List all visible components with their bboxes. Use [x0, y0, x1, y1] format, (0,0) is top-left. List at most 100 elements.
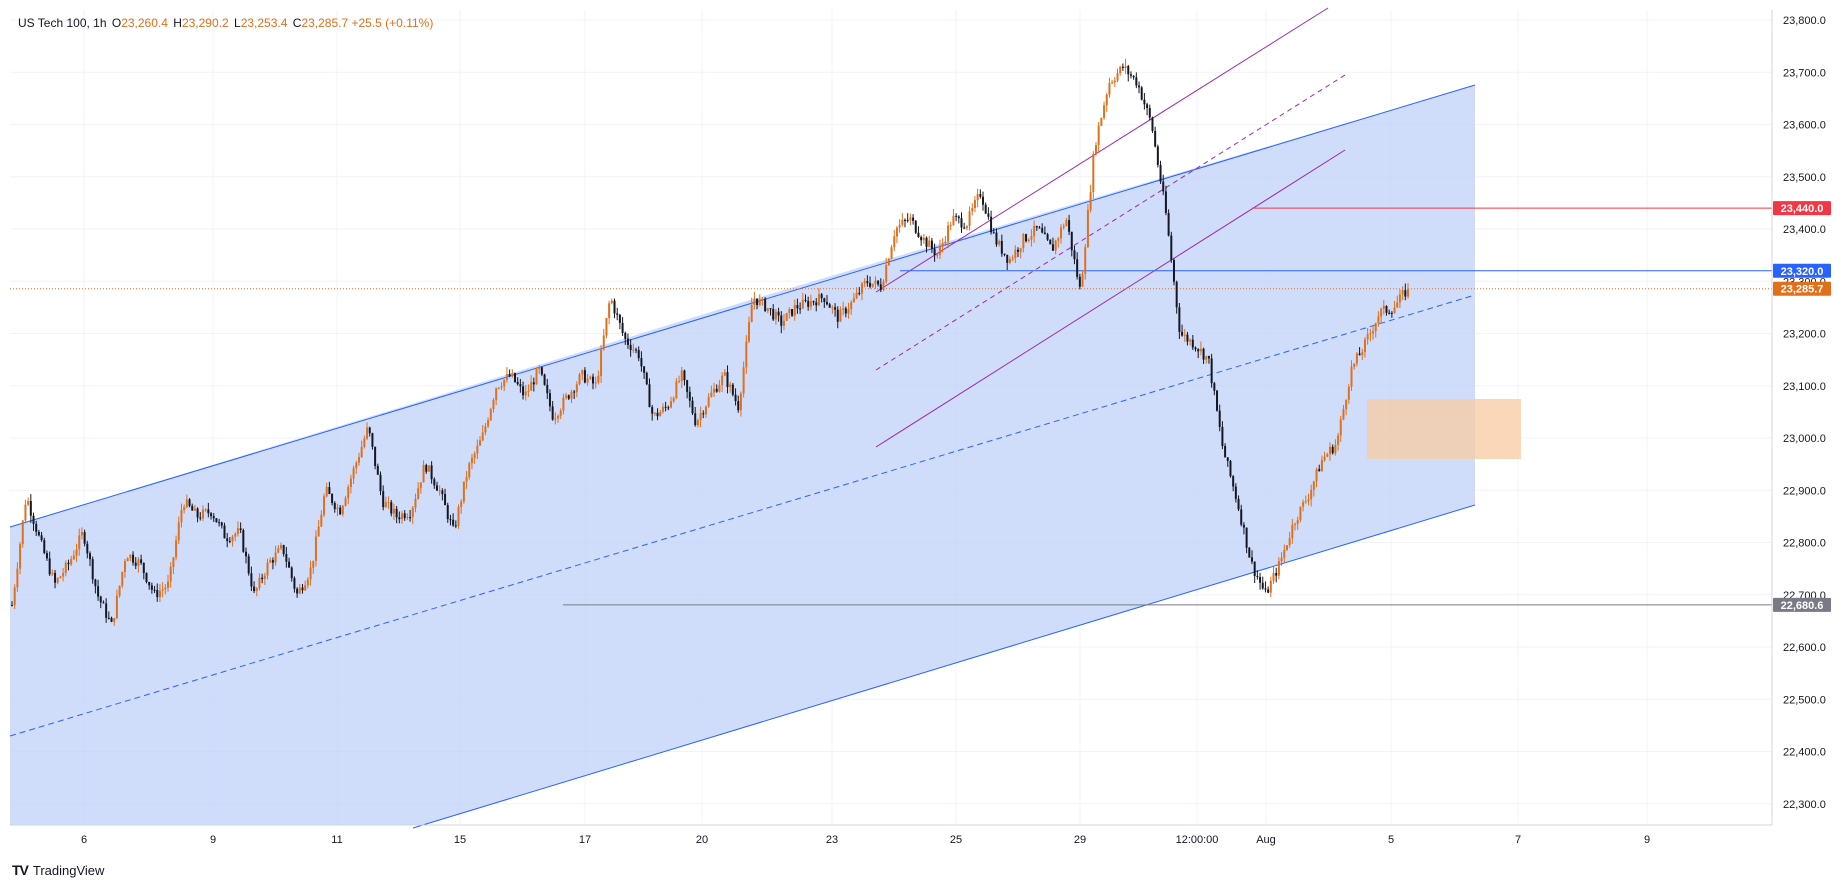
candle-body: [417, 488, 420, 499]
candle-body: [1269, 580, 1272, 593]
candle-body: [602, 335, 605, 350]
candle-body: [347, 486, 350, 499]
candle-body: [691, 400, 694, 414]
candle-body: [1175, 281, 1178, 308]
time-axis[interactable]: 6 9 11 15 17 20 23 25 29 12:00:00 Aug 5 7 9: [81, 834, 1650, 846]
candle-body: [67, 562, 70, 565]
candle-body: [118, 585, 121, 596]
candle-body: [360, 446, 363, 458]
candle-body: [368, 427, 371, 434]
price-level-tags: 23,440.0 23,320.0 23,285.7 22,680.6: [1773, 201, 1831, 612]
candle-body: [672, 397, 675, 402]
candle-body: [158, 590, 161, 598]
candle-body: [387, 502, 390, 504]
price-tick-label: 22,600.0: [1783, 642, 1826, 654]
candle-body: [1337, 435, 1340, 446]
candle-body: [901, 219, 904, 225]
candle-body: [1186, 334, 1189, 342]
candle-body: [785, 313, 788, 321]
high-label: H: [173, 16, 182, 30]
candle-body: [1307, 499, 1310, 502]
candle-body: [567, 395, 570, 399]
candle-body: [1407, 288, 1409, 297]
time-tick-label: 6: [81, 834, 87, 846]
candle-body: [91, 559, 94, 580]
candle-body: [871, 283, 874, 287]
candle-body: [24, 504, 27, 521]
candle-body: [1078, 276, 1081, 287]
candle-body: [1331, 446, 1334, 454]
candle-body: [605, 317, 608, 336]
candle-body: [968, 211, 971, 226]
time-tick-label: 29: [1074, 834, 1086, 846]
candle-body: [855, 292, 858, 299]
time-tick-label: 17: [579, 834, 591, 846]
candle-body: [245, 551, 248, 557]
tradingview-brand[interactable]: TV TradingView: [12, 862, 104, 878]
candle-body: [1041, 228, 1044, 233]
candle-body: [995, 232, 998, 245]
candle-body: [804, 299, 807, 301]
candle-body: [1022, 234, 1025, 249]
candle-body: [1049, 239, 1052, 245]
candle-body: [454, 525, 457, 527]
candle-body: [893, 236, 896, 248]
candle-body: [1062, 226, 1065, 228]
candle-body: [489, 409, 492, 420]
candle-body: [1267, 589, 1270, 593]
candle-body: [1326, 454, 1329, 457]
candle-body: [987, 213, 990, 217]
candle-body: [1097, 125, 1100, 146]
candle-body: [1339, 419, 1342, 436]
candle-body: [333, 503, 336, 510]
candle-body: [557, 415, 560, 419]
candle-body: [731, 384, 734, 395]
candle-body: [132, 554, 135, 563]
candle-body: [1280, 557, 1283, 562]
candle-body: [834, 307, 837, 310]
candle-body: [659, 411, 662, 417]
candle-body: [788, 309, 791, 314]
candle-body: [62, 573, 65, 577]
candle-body: [218, 522, 221, 524]
candle-body: [1183, 334, 1186, 336]
candle-body: [1092, 153, 1095, 193]
candle-body: [1234, 486, 1237, 499]
candle-body: [253, 586, 256, 592]
price-axis[interactable]: 23,800.0 23,700.0 23,600.0 23,500.0 23,400.0…: [1783, 15, 1826, 811]
candle-body: [121, 571, 124, 586]
candle-body: [282, 545, 285, 555]
candle-body: [982, 196, 985, 205]
candle-body: [1178, 307, 1181, 332]
candle-body: [110, 617, 113, 622]
candle-body: [1094, 145, 1097, 154]
candle-body: [1221, 426, 1224, 447]
candle-body: [723, 372, 726, 376]
candle-body: [175, 540, 178, 558]
candle-body: [481, 432, 484, 441]
candle-body: [1172, 260, 1175, 282]
candle-body: [1275, 572, 1278, 576]
candle-body: [742, 367, 745, 394]
candle-body: [947, 225, 950, 242]
candle-body: [737, 401, 740, 411]
candle-body: [1030, 236, 1033, 240]
candle-body: [898, 224, 901, 228]
candle-body: [1261, 582, 1264, 589]
candle-body: [710, 392, 713, 397]
candle-body: [188, 499, 191, 506]
candle-body: [570, 391, 573, 399]
price-tick-label: 23,600.0: [1783, 120, 1826, 132]
candle-body: [89, 553, 92, 560]
candle-body: [298, 587, 301, 594]
candle-body: [1068, 220, 1071, 232]
candle-body: [11, 605, 13, 607]
candle-body: [172, 557, 175, 567]
candle-body: [815, 302, 818, 306]
candle-body: [713, 388, 716, 393]
candle-body: [1100, 117, 1103, 126]
candle-body: [1073, 250, 1076, 260]
candle-body: [1043, 232, 1046, 235]
candle-body: [562, 397, 565, 411]
